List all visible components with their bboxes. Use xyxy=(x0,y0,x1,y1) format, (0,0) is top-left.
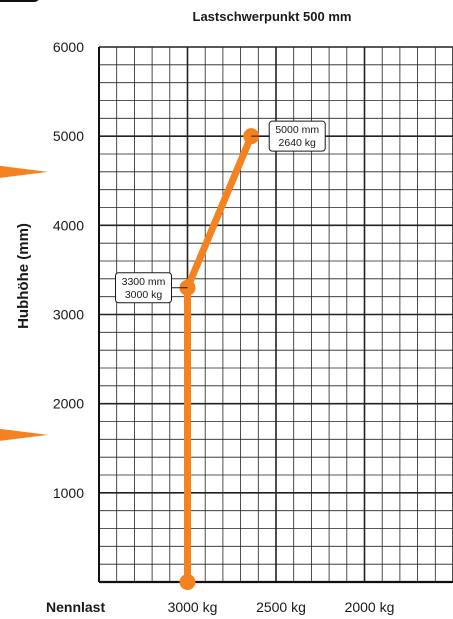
x-tick-label: 2000 kg xyxy=(345,599,395,615)
y-axis-label: Hubhöhe (mm) xyxy=(15,223,32,329)
data-label-height: 5000 mm xyxy=(275,124,319,136)
x-tick-label: 3000 kg xyxy=(168,599,218,615)
series-line xyxy=(184,132,255,586)
chart-series xyxy=(179,128,260,590)
arrow-marker-icon xyxy=(0,428,48,441)
y-tick-label: 3000 xyxy=(53,307,84,323)
x-axis-label: Nennlast xyxy=(46,599,105,615)
chart-axes: 1000 2000 3000 4000 5000 6000 3000 kg 2500 kg 20… xyxy=(53,39,453,615)
y-tick-label: 5000 xyxy=(53,128,84,144)
data-label-load: 2640 kg xyxy=(279,137,317,149)
chart-title: Lastschwerpunkt 500 mm xyxy=(193,9,352,24)
side-arrows xyxy=(0,165,48,441)
x-tick-label: 2500 kg xyxy=(256,599,306,615)
data-label-load: 3000 kg xyxy=(125,289,163,301)
arrow-marker-icon xyxy=(0,165,48,178)
cropped-heading-fragment xyxy=(0,0,40,2)
y-tick-label: 6000 xyxy=(53,39,84,55)
y-tick-label: 2000 xyxy=(53,396,84,412)
data-label-height: 3300 mm xyxy=(122,276,166,288)
y-tick-label: 4000 xyxy=(53,217,84,233)
callout-box xyxy=(115,272,172,304)
data-point xyxy=(179,574,196,590)
callout-box xyxy=(268,120,326,152)
y-tick-label: 1000 xyxy=(53,485,84,501)
